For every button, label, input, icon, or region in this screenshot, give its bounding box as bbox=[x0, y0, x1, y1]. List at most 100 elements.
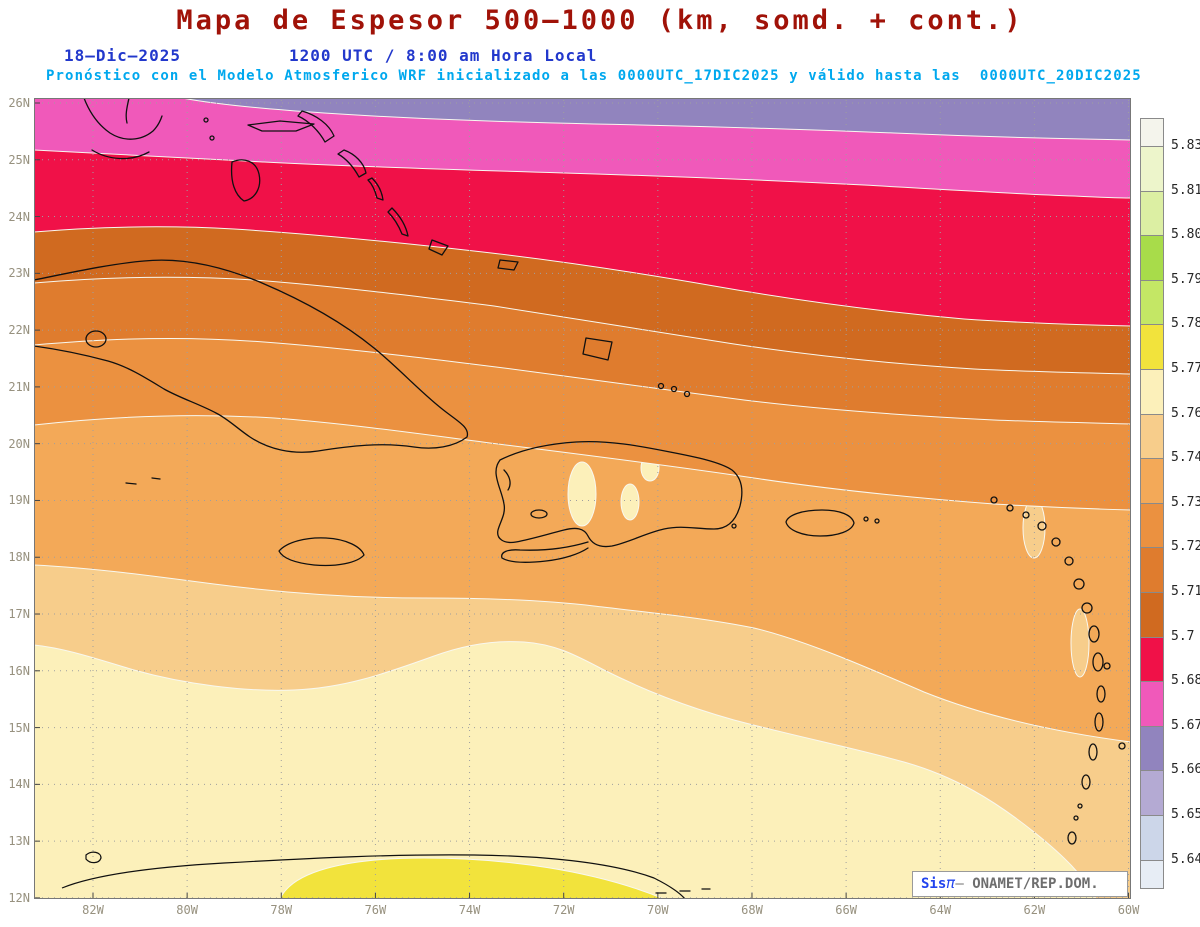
lon-label: 60W bbox=[1117, 903, 1140, 917]
lon-label: 76W bbox=[364, 903, 387, 917]
coast-st-lucia bbox=[1088, 743, 1098, 761]
colorbar-cell bbox=[1140, 118, 1164, 147]
colorbar-cell bbox=[1140, 279, 1164, 326]
coast-turks bbox=[683, 390, 691, 398]
coast-andros bbox=[230, 159, 261, 202]
lat-label: 26N bbox=[8, 96, 30, 110]
coast-antilles bbox=[1051, 537, 1061, 547]
colorbar-value-label: 5.652 bbox=[1171, 807, 1200, 822]
coast-antilles bbox=[1064, 556, 1074, 566]
lat-label: 23N bbox=[8, 266, 30, 281]
lon-label: 78W bbox=[270, 903, 293, 917]
contour-bands bbox=[34, 98, 1131, 899]
coast-gonave bbox=[530, 509, 548, 519]
colorbar-cell bbox=[1140, 770, 1164, 816]
lon-label: 72W bbox=[552, 903, 575, 917]
coast-hispaniola bbox=[495, 440, 743, 548]
coast-cayman bbox=[125, 477, 161, 485]
coast-florida-west bbox=[125, 98, 130, 124]
attribution-org: ONAMET/REP.DOM. bbox=[972, 876, 1099, 892]
lat-label: 16N bbox=[8, 663, 30, 678]
coast-grenadines bbox=[1077, 803, 1083, 809]
grid-lines bbox=[36, 100, 1130, 899]
lat-label: 14N bbox=[8, 777, 30, 792]
forecast-date: 18–Dic–2025 bbox=[64, 46, 181, 65]
lat-label: 13N bbox=[8, 834, 30, 849]
colorbar-cell bbox=[1140, 324, 1164, 370]
coast-grenadines bbox=[1073, 815, 1079, 821]
extra-contour-lines bbox=[61, 851, 686, 899]
coast-cat-island bbox=[367, 177, 384, 201]
coast-caicos bbox=[670, 385, 678, 393]
coast-antilles bbox=[1088, 625, 1100, 643]
coast-grand-bahama bbox=[247, 120, 315, 132]
coast-antilles bbox=[1006, 504, 1014, 512]
coast-virgin-islands bbox=[874, 518, 880, 524]
contour-patch-cream bbox=[620, 483, 640, 521]
lon-label: 64W bbox=[929, 903, 952, 917]
coast-florida-keys bbox=[91, 149, 150, 160]
contour-band-purple bbox=[181, 98, 1131, 141]
colorbar-value-label: 5.76 bbox=[1171, 405, 1200, 421]
lon-label: 70W bbox=[646, 903, 669, 917]
lat-label: 22N bbox=[8, 323, 30, 338]
contour-band-yellow bbox=[279, 857, 665, 899]
colorbar-value-label: 5.676 bbox=[1171, 717, 1200, 733]
coast-antilles bbox=[990, 496, 998, 504]
contour-patch-cream bbox=[567, 461, 597, 527]
colorbar-cell bbox=[1140, 681, 1164, 727]
coast-mayaguana bbox=[497, 259, 519, 271]
coast-antilles bbox=[1022, 511, 1030, 519]
lat-label: 25N bbox=[8, 152, 30, 167]
coast-abc-islands bbox=[655, 888, 711, 894]
colorbar-cell bbox=[1140, 815, 1164, 861]
coast-haiti-claw bbox=[501, 541, 589, 563]
lat-label: 17N bbox=[8, 607, 30, 622]
lat-label: 21N bbox=[8, 379, 30, 394]
colorbar-value-label: 5.664 bbox=[1171, 762, 1200, 778]
lon-label: 66W bbox=[835, 903, 857, 917]
coast-great-inagua bbox=[582, 337, 613, 361]
coast-guadeloupe bbox=[1092, 652, 1104, 672]
coast-bimini bbox=[203, 117, 209, 123]
colorbar-value-label: 5.819 bbox=[1171, 182, 1200, 198]
coast-isla-juventud bbox=[85, 330, 107, 348]
attribution-box: Sisπ– ONAMET/REP.DOM. bbox=[912, 871, 1128, 897]
lon-label: 68W bbox=[741, 903, 763, 917]
attribution-brand: Sis bbox=[921, 876, 947, 892]
colorbar-value-label: 5.64 bbox=[1171, 851, 1200, 867]
colorbar-cell bbox=[1140, 413, 1164, 460]
lon-label: 80W bbox=[176, 903, 198, 917]
thickness-contour-loop bbox=[85, 851, 102, 864]
coastlines bbox=[34, 98, 1126, 894]
colorbar-value-label: 5.736 bbox=[1171, 494, 1200, 510]
coast-haiti-gulf bbox=[503, 469, 511, 491]
colorbar-cell bbox=[1140, 859, 1164, 889]
colorbar-cell bbox=[1140, 146, 1164, 192]
coast-cuba bbox=[34, 259, 469, 453]
coast-saona bbox=[731, 523, 737, 529]
colorbar-cell bbox=[1140, 725, 1164, 772]
colorbar-value-label: 5.748 bbox=[1171, 450, 1200, 466]
colorbar-cell bbox=[1140, 458, 1164, 504]
coast-antilles bbox=[1081, 602, 1093, 614]
colorbar-cell bbox=[1140, 592, 1164, 638]
colorbar-cell bbox=[1140, 547, 1164, 593]
coast-st-vincent bbox=[1081, 774, 1091, 790]
coast-bimini bbox=[209, 135, 215, 141]
coast-barbados bbox=[1118, 742, 1126, 750]
lon-label: 82W bbox=[82, 903, 104, 917]
colorbar-value-label: 5.831 bbox=[1171, 138, 1200, 153]
coast-abaco bbox=[297, 110, 335, 143]
coast-puerto-rico bbox=[785, 509, 855, 537]
colorbar-value-label: 5.688 bbox=[1171, 673, 1200, 689]
coast-virgin-islands bbox=[863, 516, 869, 522]
attribution-separator: – bbox=[955, 876, 973, 892]
map-canvas bbox=[34, 98, 1131, 899]
coast-crooked-island bbox=[428, 239, 449, 256]
colorbar-value-label: 5.783 bbox=[1171, 316, 1200, 332]
lat-label: 18N bbox=[8, 550, 30, 565]
colorbar-cell bbox=[1140, 369, 1164, 415]
forecast-description: Pronóstico con el Modelo Atmosferico WRF… bbox=[46, 68, 1142, 84]
